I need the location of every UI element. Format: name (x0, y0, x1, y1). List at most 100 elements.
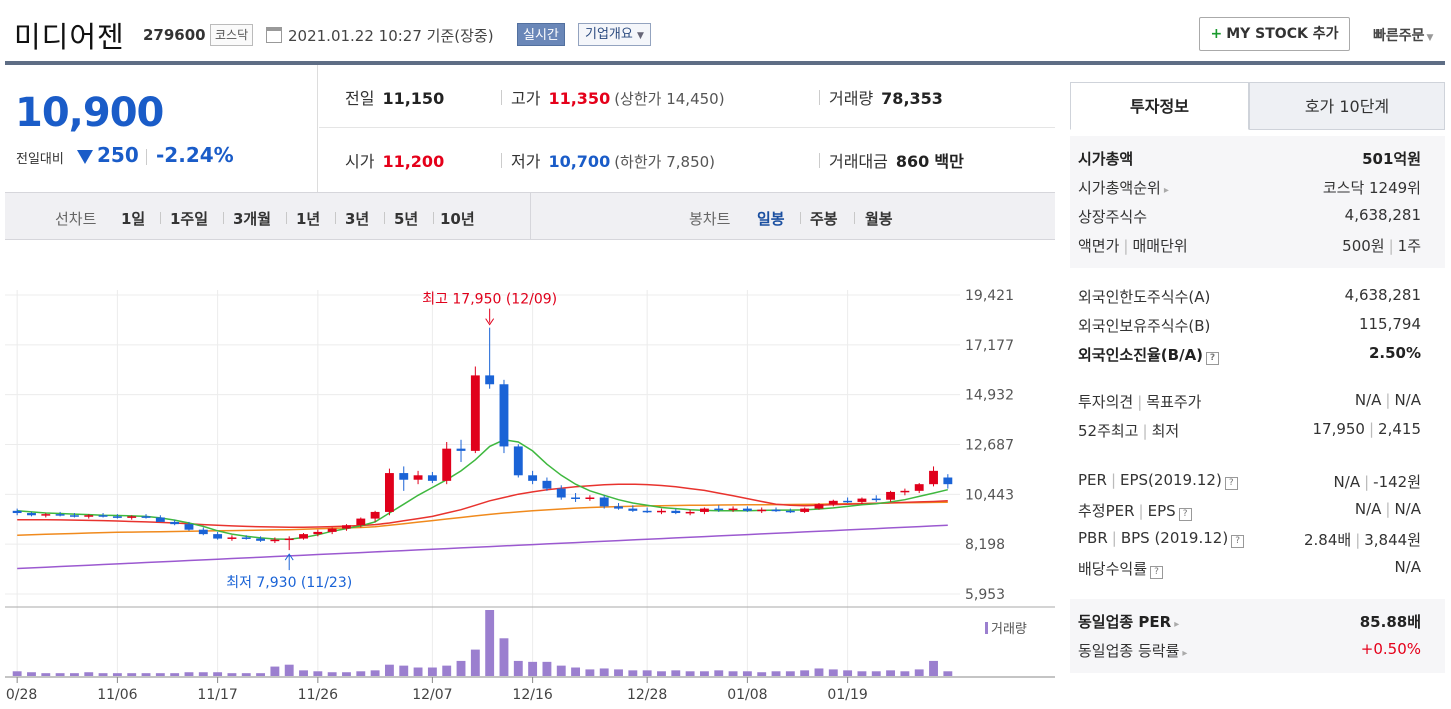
x-tick-label: 12/16 (512, 687, 552, 703)
add-mystock-button[interactable]: + MY STOCK 추가 (1199, 17, 1350, 51)
info-label-text: 외국인한도주식수(A) (1078, 288, 1211, 306)
candle-body (642, 510, 652, 513)
candle-weekly[interactable]: 주봉 (810, 210, 838, 228)
period-5y[interactable]: 5년 (394, 210, 419, 228)
info-label[interactable]: 동일업종 PER ▸ (1078, 611, 1179, 632)
volume-bar (55, 673, 65, 676)
info-value-text-2: 3,844원 (1364, 531, 1421, 549)
candle-body (384, 473, 394, 512)
volume-bar (356, 671, 366, 676)
x-tick-label: 12/28 (627, 687, 667, 703)
volume-bar (499, 638, 509, 676)
low-label: 저가 (511, 152, 541, 171)
divider: | (1388, 237, 1394, 255)
volume-bar (929, 660, 938, 676)
realtime-button[interactable]: 실시간 (517, 23, 565, 46)
help-icon[interactable]: ? (1224, 477, 1238, 490)
period-1w[interactable]: 1주일 (170, 210, 209, 228)
candle-body (299, 534, 308, 539)
help-icon[interactable]: ? (1206, 352, 1220, 365)
info-value: 4,638,281 (1345, 206, 1421, 224)
divider: | (1137, 393, 1143, 411)
line-chart-label: 선차트 (55, 210, 97, 228)
volume-bar (671, 670, 681, 676)
period-10y[interactable]: 10년 (440, 210, 475, 228)
info-label-text: 투자의견 (1078, 393, 1134, 411)
period-3y[interactable]: 3년 (345, 210, 370, 228)
info-label-text: 52주최고 (1078, 422, 1139, 440)
market-badge: 코스닥 (210, 24, 254, 46)
divider: | (1364, 473, 1370, 491)
info-label[interactable]: 동일업종 등락률 ▸ (1078, 640, 1187, 661)
candle-body (742, 508, 752, 511)
help-icon[interactable]: ? (1150, 566, 1164, 579)
quick-order-button[interactable]: 빠른주문 ▼ (1373, 25, 1433, 45)
candle-body (728, 508, 738, 511)
candle-body (241, 537, 251, 539)
info-value: 코스닥 1249위 (1323, 177, 1421, 198)
divider: | (1142, 422, 1148, 440)
candle-body (41, 514, 51, 516)
volume-bar (914, 669, 924, 676)
info-label: 상장주식수 (1078, 206, 1147, 227)
candle-body (900, 490, 910, 493)
candle-daily[interactable]: 일봉 (757, 210, 785, 228)
tab-orderbook[interactable]: 호가 10단계 (1249, 82, 1445, 130)
info-label-text: 외국인소진율(B/A) (1078, 346, 1204, 364)
trade-amount: 거래대금 860 백만 (829, 148, 964, 172)
info-row: 52주최고 | 최저 17,950 | 2,415 (1078, 416, 1421, 445)
stock-chart[interactable]: 5 20 60 120 19,42117,17714,93212,68710,4… (5, 240, 1055, 709)
candle-body (141, 516, 151, 518)
candle-body (112, 516, 122, 518)
candle-body (714, 508, 724, 511)
volume-bar (900, 671, 910, 676)
candle-body (284, 538, 294, 541)
candle-body (614, 506, 623, 509)
high-price: 고가 11,350 (상한가 14,450) (511, 85, 725, 109)
high-label: 고가 (511, 89, 541, 108)
chart-canvas[interactable]: 19,421 17,177 14,932 12,687 10,443 8,198 5,953… (5, 240, 1055, 709)
diff-value: 250 (97, 143, 139, 167)
company-info-dropdown[interactable]: 기업개요 ▼ (578, 23, 651, 46)
chevron-right-icon: ▸ (1174, 619, 1180, 630)
info-value-text-2: 2,415 (1378, 420, 1421, 438)
tab-invest-info[interactable]: 투자정보 (1070, 82, 1249, 130)
info-label-text-2: 매매단위 (1132, 237, 1188, 255)
volume-bar (256, 673, 266, 676)
candle-body (170, 521, 180, 525)
info-value-text: 501억원 (1362, 150, 1421, 168)
help-icon[interactable]: ? (1231, 535, 1245, 548)
info-group-4: PER | EPS(2019.12)? N/A | -142원 추정PER | EPS? N/A |… (1070, 459, 1445, 591)
info-group-3: 투자의견 | 목표주가 N/A | N/A 52주최고 | 최저 17,950 | 2,415 (1070, 379, 1445, 453)
info-value-text: N/A (1394, 558, 1421, 576)
quote-row-2: 시가 11,200 저가 10,700 (하한가 7,850) 거래대금 860 백만 (319, 128, 1055, 191)
stock-name: 미디어젠 (14, 20, 125, 54)
candle-body (914, 484, 924, 491)
x-tick-label: 11/17 (197, 687, 237, 703)
info-value-text-2: N/A (1394, 500, 1421, 518)
info-value: N/A | N/A (1355, 391, 1421, 409)
info-value: 4,638,281 (1345, 286, 1421, 304)
volume-bar (714, 670, 724, 676)
upper-limit: (상한가 14,450) (614, 90, 725, 108)
candle-body (886, 491, 896, 500)
candle-body (69, 515, 79, 517)
info-label[interactable]: 시가총액순위 ▸ (1078, 177, 1169, 198)
volume-bar (170, 673, 180, 676)
candle-body (442, 448, 452, 481)
period-1d[interactable]: 1일 (121, 210, 146, 228)
volume-bar (270, 666, 280, 676)
candle-monthly[interactable]: 월봉 (865, 210, 893, 228)
help-icon[interactable]: ? (1178, 508, 1192, 521)
info-row: 배당수익률? N/A (1078, 554, 1421, 583)
period-1y[interactable]: 1년 (296, 210, 321, 228)
period-3m[interactable]: 3개월 (233, 210, 272, 228)
x-tick-label: 01/19 (827, 687, 867, 703)
top-bar: 미디어젠 279600 코스닥 2021.01.22 10:27 기준(장중) … (0, 0, 1451, 62)
info-value-text: 2.50% (1368, 344, 1421, 362)
candle-body (427, 475, 437, 481)
info-row: 추정PER | EPS? N/A | N/A (1078, 496, 1421, 525)
volume-bar (313, 671, 323, 676)
info-label: 외국인한도주식수(A) (1078, 286, 1210, 307)
volume-bar (642, 670, 652, 676)
